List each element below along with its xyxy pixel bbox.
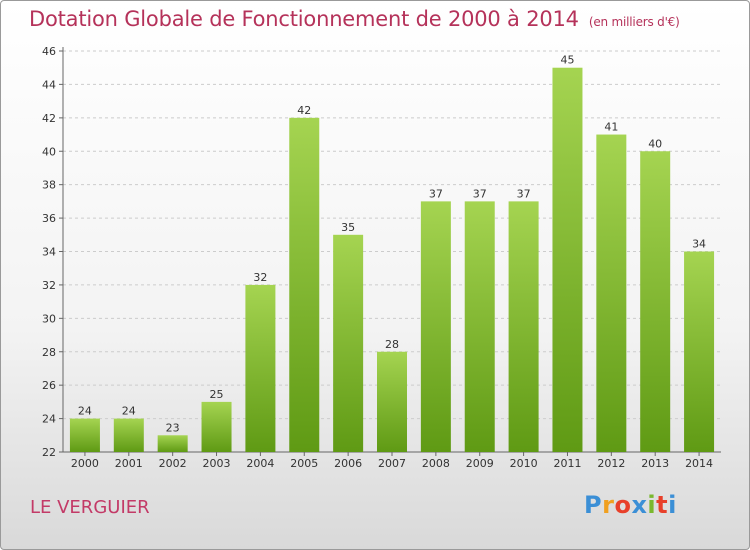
bar [157,435,188,452]
x-tick-label: 2005 [290,457,318,470]
y-tick-label: 32 [42,279,56,292]
bar [333,234,364,452]
y-tick-label: 44 [42,78,56,91]
bar [552,67,583,452]
x-tick-label: 2002 [159,457,187,470]
y-tick-label: 30 [42,312,56,325]
bar [289,117,320,452]
x-tick-label: 2014 [685,457,713,470]
chart-title-text: Dotation Globale de Fonctionnement de 20… [29,7,579,31]
bar [508,201,539,452]
bar [464,201,495,452]
x-tick-label: 2008 [422,457,450,470]
x-tick-label: 2010 [510,457,538,470]
bar-value-label: 34 [692,238,706,251]
bar [684,251,715,452]
bar [420,201,451,452]
bar-value-label: 37 [429,187,443,200]
y-tick-label: 22 [42,446,56,459]
x-tick-label: 2011 [553,457,581,470]
y-tick-label: 38 [42,179,56,192]
bar-value-label: 40 [648,137,662,150]
bar-value-label: 37 [473,187,487,200]
x-tick-label: 2004 [246,457,274,470]
logo-letter: i [668,491,677,519]
logo-letter: x [631,491,648,519]
bar-value-label: 24 [78,405,92,418]
y-tick-label: 40 [42,145,56,158]
bar [596,134,627,452]
y-tick-label: 24 [42,413,56,426]
bar [640,151,671,452]
x-tick-label: 2013 [641,457,669,470]
bar-value-label: 42 [297,104,311,117]
bar [201,401,232,452]
x-tick-label: 2003 [203,457,231,470]
logo-letter: P [584,491,603,519]
x-tick-label: 2007 [378,457,406,470]
bar-value-label: 24 [122,405,136,418]
chart-title: Dotation Globale de Fonctionnement de 20… [29,7,680,31]
bar [69,418,100,452]
x-tick-label: 2009 [466,457,494,470]
y-tick-label: 28 [42,346,56,359]
bar-value-label: 23 [166,421,180,434]
y-tick-label: 36 [42,212,56,225]
logo-letter: o [614,491,632,519]
logo-letter: i [647,491,657,519]
proxiti-logo: Proxiti [584,491,677,519]
x-tick-label: 2000 [71,457,99,470]
bar [245,284,276,452]
y-tick-label: 34 [42,246,56,259]
bar-value-label: 41 [604,121,618,134]
bar-value-label: 25 [210,388,224,401]
y-tick-label: 42 [42,112,56,125]
x-tick-label: 2006 [334,457,362,470]
logo-letter: r [602,491,615,519]
bar [113,418,144,452]
bar [377,351,407,452]
bar-value-label: 37 [517,187,531,200]
commune-name: LE VERGUIER [30,497,150,518]
bar-value-label: 28 [385,338,399,351]
chart-unit: (en milliers d'€) [588,15,680,29]
bar-value-label: 45 [560,54,574,67]
bar-value-label: 32 [253,271,267,284]
x-tick-label: 2012 [597,457,625,470]
logo-letter: t [656,491,669,519]
bar-value-label: 35 [341,221,355,234]
y-tick-label: 46 [42,45,56,58]
x-tick-label: 2001 [115,457,143,470]
y-tick-label: 26 [42,379,56,392]
